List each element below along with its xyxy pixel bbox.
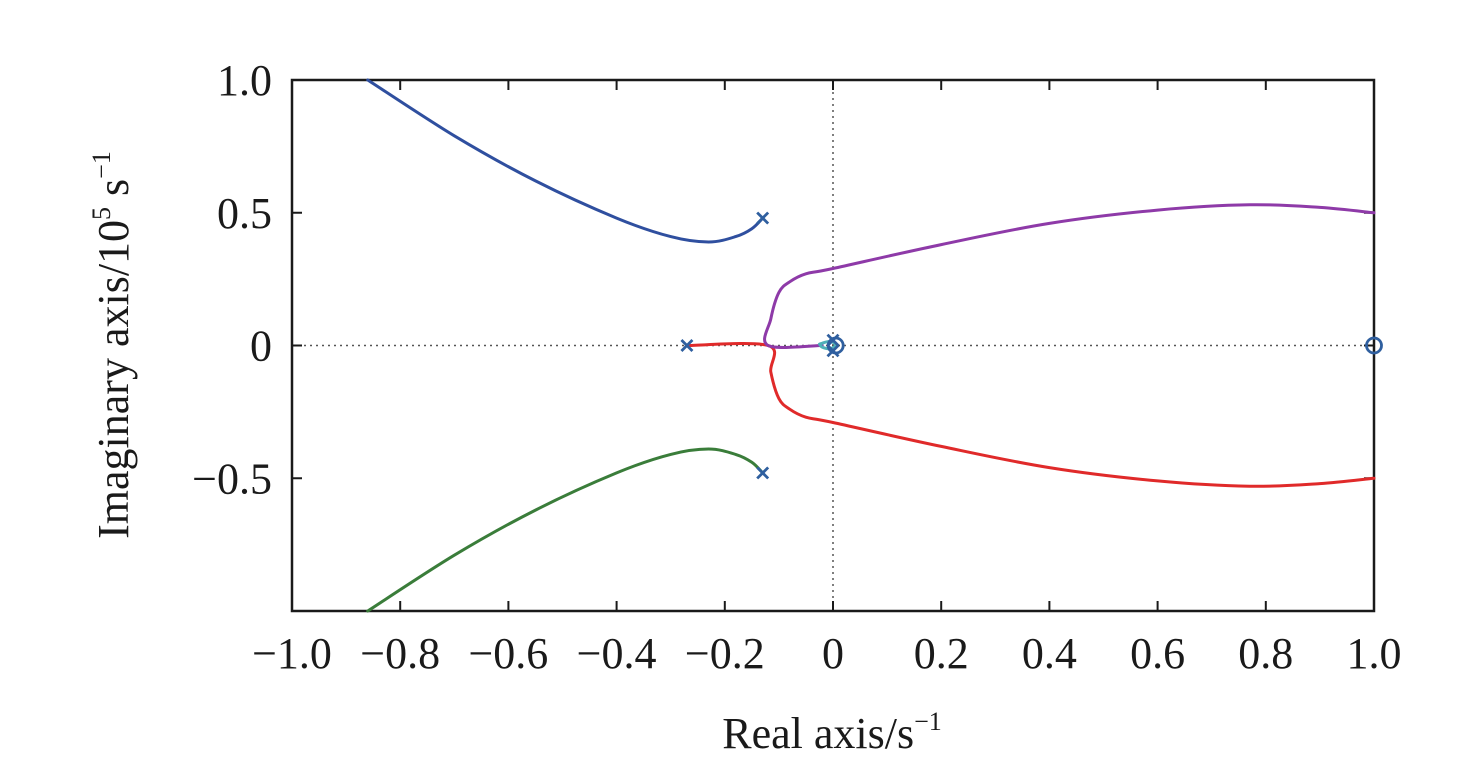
zero-reference-lines (292, 80, 1374, 611)
pole-marker (756, 211, 770, 225)
locus-branch-blue (366, 78, 765, 244)
x-tick-label: −1.0 (252, 629, 332, 678)
tick-marks (291, 79, 1375, 611)
y-tick-label: 1.0 (217, 56, 272, 105)
y-tick-label: 0 (250, 322, 272, 371)
y-tick-label: 0.5 (217, 189, 272, 238)
tick-labels: −1.0 −0.8 −0.6 −0.4 −0.2 0 0.2 0.4 0.6 0.8 1.0 1.0 0… (192, 56, 1401, 678)
zero-marker (1365, 336, 1383, 355)
x-tick-label: 0 (822, 629, 844, 678)
locus-branch-purple (763, 203, 1376, 349)
x-tick-label: 0.4 (1022, 629, 1077, 678)
locus-branches (366, 78, 1376, 613)
x-axis-label: Real axis/s−1 (722, 707, 942, 758)
locus-branch-green (366, 447, 765, 613)
zero-marker (826, 336, 845, 355)
x-tick-label: −0.4 (577, 629, 657, 678)
x-tick-label: 0.2 (914, 629, 969, 678)
pole-zero-markers (680, 211, 1383, 480)
x-tick-label: −0.6 (468, 629, 548, 678)
x-tick-label: 0.8 (1238, 629, 1293, 678)
pole-marker (680, 339, 694, 352)
y-axis-label: Imaginary axis/105 s−1 (87, 151, 138, 539)
locus-branch-cyan (818, 339, 837, 351)
x-tick-label: 1.0 (1347, 629, 1402, 678)
pole-marker (756, 466, 770, 480)
x-tick-label: −0.2 (685, 629, 765, 678)
x-tick-label: −0.8 (360, 629, 440, 678)
x-tick-label: 0.6 (1130, 629, 1185, 678)
y-tick-label: −0.5 (192, 454, 272, 503)
locus-branch-red (685, 342, 1376, 488)
